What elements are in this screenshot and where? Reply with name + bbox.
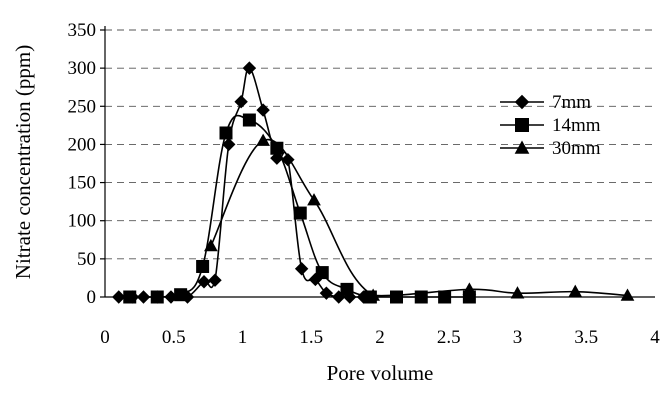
legend-item-14mm: 14mm xyxy=(500,115,601,136)
data-point-7mm-14 xyxy=(294,262,309,276)
data-point-7mm-10 xyxy=(242,61,257,75)
y-tick-label-4: 200 xyxy=(68,134,97,155)
data-point-7mm-6 xyxy=(197,275,211,289)
x-tick-label-7: 3.5 xyxy=(574,327,598,348)
x-tick-label-1: 0.5 xyxy=(162,327,186,348)
x-tick-label-3: 1.5 xyxy=(299,327,323,348)
legend-item-30mm: 30mm xyxy=(500,138,601,159)
data-point-7mm-7 xyxy=(208,273,222,287)
data-point-14mm-13 xyxy=(438,290,452,304)
series-line-30mm xyxy=(210,138,628,297)
legend-label-14mm: 14mm xyxy=(552,115,601,136)
data-point-30mm-3 xyxy=(366,288,380,301)
y-tick-label-0: 0 xyxy=(87,287,97,308)
x-tick-label-8: 4 xyxy=(650,327,660,348)
x-tick-label-0: 0 xyxy=(100,327,110,348)
y-tick-label-7: 350 xyxy=(68,20,97,41)
data-point-14mm-11 xyxy=(390,290,403,304)
data-point-14mm-5 xyxy=(242,113,256,127)
data-point-14mm-7 xyxy=(293,206,307,220)
data-point-14mm-3 xyxy=(196,259,210,273)
legend-marker-30mm xyxy=(514,140,530,154)
data-point-7mm-8 xyxy=(222,137,236,152)
data-point-14mm-9 xyxy=(340,282,354,296)
data-point-30mm-0 xyxy=(204,238,218,252)
data-point-14mm-0 xyxy=(123,290,137,304)
data-point-7mm-16 xyxy=(319,286,334,300)
data-point-14mm-2 xyxy=(174,288,188,302)
tick-labels: 0 50 100 150 200 250 300 350 0 0.5 1 1.5 2 2.5 3 3.5 4 xyxy=(68,20,661,348)
data-point-30mm-2 xyxy=(307,193,321,206)
data-point-14mm-4 xyxy=(219,126,233,140)
series-30mm xyxy=(204,133,635,301)
y-tick-label-1: 50 xyxy=(77,249,96,270)
data-point-30mm-4 xyxy=(462,282,477,295)
y-tick-label-2: 100 xyxy=(68,211,97,232)
y-axis-title: Nitrate concentration (ppm) xyxy=(11,45,35,279)
data-point-7mm-0 xyxy=(112,290,126,304)
x-tick-label-6: 3 xyxy=(513,327,523,348)
legend-label-30mm: 30mm xyxy=(552,138,601,159)
legend-marker-14mm xyxy=(515,118,529,132)
series-14mm xyxy=(123,113,476,304)
data-point-30mm-1 xyxy=(256,133,270,146)
legend-marker-7mm xyxy=(514,94,530,110)
x-tick-label-5: 2.5 xyxy=(437,327,461,348)
y-tick-label-3: 150 xyxy=(68,173,97,194)
data-point-30mm-6 xyxy=(568,284,583,297)
legend-item-7mm: 7mm xyxy=(500,92,591,113)
data-point-30mm-5 xyxy=(510,286,525,299)
gridlines xyxy=(105,29,655,260)
x-tick-label-4: 2 xyxy=(375,327,385,348)
data-point-30mm-7 xyxy=(620,288,635,301)
legend-label-7mm: 7mm xyxy=(552,92,591,113)
data-point-14mm-8 xyxy=(315,266,329,280)
data-point-7mm-9 xyxy=(234,95,248,109)
x-tick-label-2: 1 xyxy=(238,327,248,348)
data-point-14mm-1 xyxy=(150,290,164,304)
x-axis-title: Pore volume xyxy=(327,361,434,385)
series xyxy=(112,61,635,304)
y-tick-label-6: 300 xyxy=(68,58,97,79)
y-tick-label-5: 250 xyxy=(68,96,97,117)
axes xyxy=(100,26,655,298)
series-line-14mm xyxy=(129,114,470,298)
data-point-7mm-11 xyxy=(256,103,270,117)
